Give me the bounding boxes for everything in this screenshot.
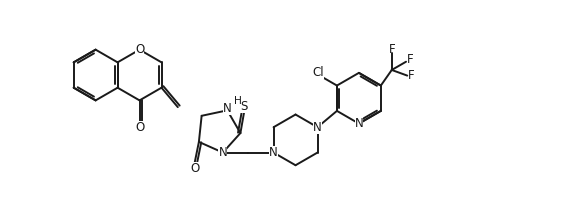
Text: N: N bbox=[223, 102, 232, 115]
Text: O: O bbox=[190, 162, 199, 175]
Text: F: F bbox=[408, 69, 415, 82]
Text: F: F bbox=[388, 43, 395, 56]
Text: N: N bbox=[313, 121, 322, 134]
Text: N: N bbox=[354, 117, 363, 130]
Text: H: H bbox=[234, 96, 242, 106]
Text: F: F bbox=[407, 53, 414, 66]
Text: N: N bbox=[269, 146, 278, 159]
Text: S: S bbox=[240, 100, 248, 113]
Text: O: O bbox=[135, 121, 144, 134]
Text: O: O bbox=[135, 43, 144, 56]
Text: N: N bbox=[218, 146, 228, 159]
Text: Cl: Cl bbox=[312, 66, 324, 79]
